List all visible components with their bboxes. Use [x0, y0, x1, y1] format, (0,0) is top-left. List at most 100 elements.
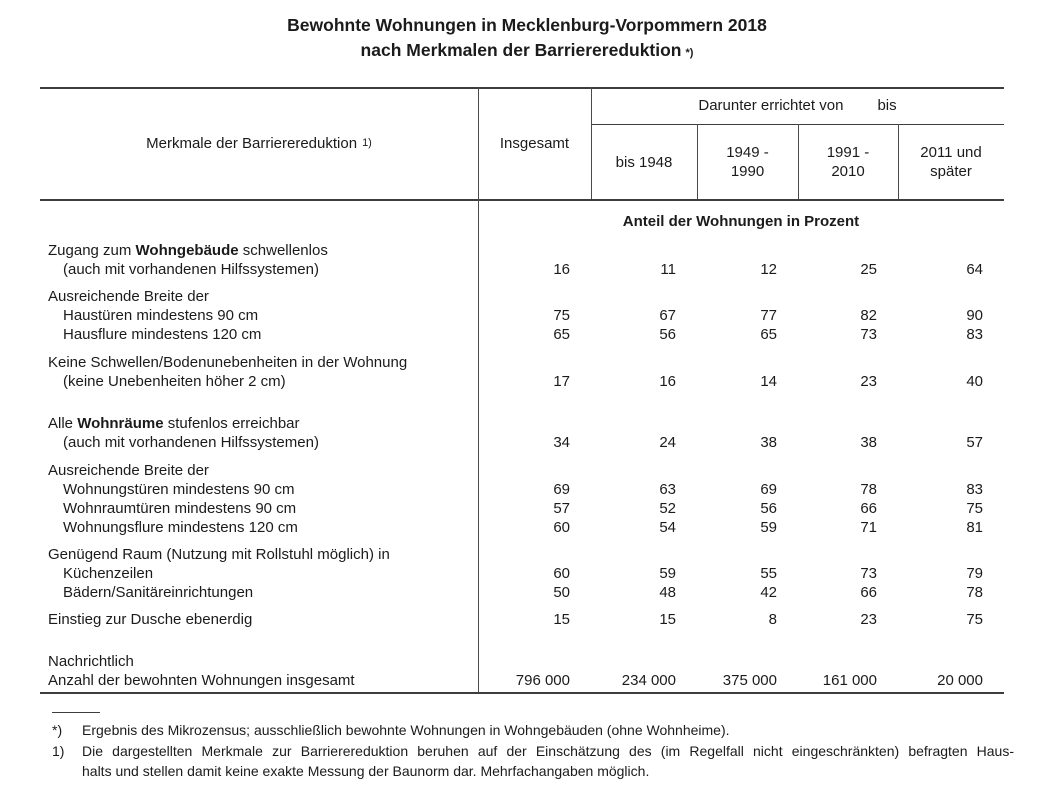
- year-column-divider-1: [697, 124, 698, 199]
- cell-value: [697, 241, 798, 260]
- cell-value: 8: [768, 611, 777, 628]
- cell-value: 66: [860, 584, 877, 601]
- row-label: Genügend Raum (Nutzung mit Rollstuhl mög…: [48, 546, 390, 563]
- cell-value: [478, 652, 591, 671]
- cell-value: [798, 287, 898, 306]
- year-column-header: 1991 - 2010: [826, 144, 870, 180]
- table-row: Hausflure mindestens 120 cm 65 56 65 73 83: [40, 325, 1004, 344]
- cell-value: [898, 414, 1004, 433]
- footnote-rule: [52, 712, 100, 713]
- group-header-right: bis: [877, 97, 897, 114]
- cell-value: 48: [659, 584, 676, 601]
- row-label: Alle Wohnräume stufenlos erreichbar: [48, 415, 300, 432]
- cell-value: [898, 461, 1004, 480]
- footnote-marker: *): [52, 722, 63, 738]
- group-header-cell: Darunter errichtet von bis: [591, 87, 1004, 124]
- stub-header-footnote-ref: 1): [362, 136, 372, 149]
- table-row: Wohnraumtüren mindestens 90 cm 57 52 56 66 75: [40, 499, 1004, 518]
- year-column-header: bis 1948: [615, 153, 673, 171]
- cell-value: 83: [966, 326, 983, 343]
- cell-value: 12: [760, 261, 777, 278]
- cell-value: [697, 287, 798, 306]
- table-row: Ausreichende Breite der: [40, 461, 1004, 480]
- table-row: Alle Wohnräume stufenlos erreichbar: [40, 414, 1004, 433]
- cell-value: [591, 353, 697, 372]
- table-row: (keine Unebenheiten höher 2 cm) 17 16 14 23 4…: [40, 372, 1004, 391]
- cell-value: 75: [966, 500, 983, 517]
- cell-value: 66: [860, 500, 877, 517]
- row-label: Keine Schwellen/Bodenunebenheiten in der…: [48, 354, 408, 371]
- cell-value: [898, 287, 1004, 306]
- cell-value: 55: [760, 565, 777, 582]
- cell-value: 82: [860, 307, 877, 324]
- total-column-header: Insgesamt: [499, 134, 570, 152]
- table-row: Haustüren mindestens 90 cm 75 67 77 82 90: [40, 306, 1004, 325]
- cell-value: [478, 545, 591, 564]
- stub-header-cell: Merkmale der Barrierereduktion 1): [40, 87, 478, 199]
- unit-header: Anteil der Wohnungen in Prozent: [622, 213, 860, 230]
- cell-value: 73: [860, 565, 877, 582]
- table-row: Küchenzeilen 60 59 55 73 79: [40, 564, 1004, 583]
- cell-value: 59: [659, 565, 676, 582]
- cell-value: [798, 414, 898, 433]
- table-top-border: [40, 87, 1004, 89]
- cell-value: 23: [860, 611, 877, 628]
- cell-value: 73: [860, 326, 877, 343]
- cell-value: 34: [553, 434, 570, 451]
- cell-value: 38: [860, 434, 877, 451]
- table-row: Einstieg zur Dusche ebenerdig 15 15 8 23 75: [40, 610, 1004, 629]
- row-label: Bädern/Sanitäreinrichtungen: [63, 584, 254, 601]
- table-row: Genügend Raum (Nutzung mit Rollstuhl mög…: [40, 545, 1004, 564]
- cell-value: 24: [659, 434, 676, 451]
- cell-value: 78: [966, 584, 983, 601]
- cell-value: [898, 545, 1004, 564]
- row-label: Ausreichende Breite der: [48, 462, 209, 479]
- cell-value: 11: [660, 261, 676, 278]
- cell-value: 65: [553, 326, 570, 343]
- cell-value: 67: [659, 307, 676, 324]
- row-label: (auch mit vorhandenen Hilfssystemen): [63, 434, 319, 451]
- cell-value: 65: [760, 326, 777, 343]
- cell-value: 79: [966, 565, 983, 582]
- title-line-2: nach Merkmalen der Barrierereduktion *): [360, 40, 694, 60]
- cell-value: 56: [760, 500, 777, 517]
- footnote-marker: 1): [52, 742, 65, 759]
- cell-value: [591, 414, 697, 433]
- footnote: 1) Die dargestellten Merkmale zur Barrier…: [52, 741, 1014, 782]
- cell-value: 16: [553, 261, 570, 278]
- cell-value: [697, 545, 798, 564]
- cell-value: 25: [860, 261, 877, 278]
- cell-value: 78: [860, 481, 877, 498]
- cell-value: 234 000: [621, 672, 676, 689]
- stub-header-label: Merkmale der Barrierereduktion: [146, 134, 358, 152]
- cell-value: 375 000: [722, 672, 777, 689]
- cell-value: 161 000: [822, 672, 877, 689]
- stub-column-divider: [478, 87, 479, 692]
- row-label: Ausreichende Breite der: [48, 288, 209, 305]
- table-row: (auch mit vorhandenen Hilfssystemen) 16 11…: [40, 260, 1004, 279]
- cell-value: 60: [553, 519, 570, 536]
- table-row: Keine Schwellen/Bodenunebenheiten in der…: [40, 353, 1004, 372]
- year-column-divider-3: [898, 124, 899, 199]
- cell-value: 69: [760, 481, 777, 498]
- cell-value: [798, 652, 898, 671]
- cell-value: [898, 353, 1004, 372]
- header-bottom-border: [40, 199, 1004, 201]
- cell-value: 83: [966, 481, 983, 498]
- cell-value: 17: [553, 373, 570, 390]
- table-row: Wohnungsflure mindestens 120 cm 60 54 59 71 8…: [40, 518, 1004, 537]
- cell-value: [478, 353, 591, 372]
- cell-value: [591, 461, 697, 480]
- cell-value: 59: [760, 519, 777, 536]
- year-column-header: 2011 und später: [920, 144, 982, 180]
- cell-value: 38: [760, 434, 777, 451]
- table-row: Wohnungstüren mindestens 90 cm 69 63 69 78 83: [40, 480, 1004, 499]
- cell-value: 56: [659, 326, 676, 343]
- table-body: Anteil der Wohnungen in Prozent Zugang z…: [40, 201, 1004, 690]
- row-label: Einstieg zur Dusche ebenerdig: [48, 611, 253, 628]
- cell-value: [898, 241, 1004, 260]
- cell-value: [591, 652, 697, 671]
- group-header-left: Darunter errichtet von: [698, 97, 844, 114]
- row-label: Wohnungsflure mindestens 120 cm: [63, 519, 298, 536]
